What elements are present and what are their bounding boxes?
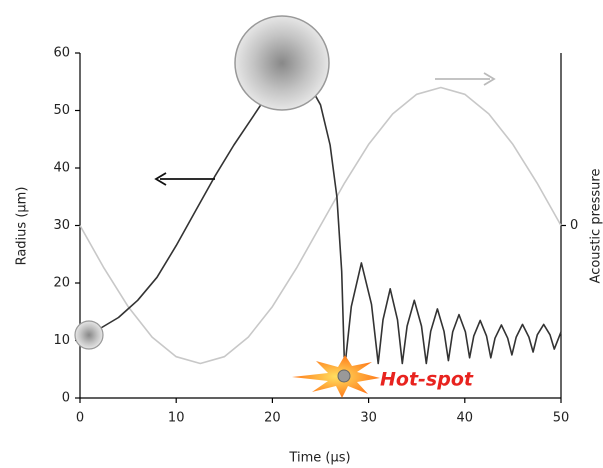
y-tick-label: 60 [53,46,70,61]
plot-area: 0 10 20 30 40 50 60 0 10 20 30 40 50 0 [53,46,578,426]
y-tick-label: 40 [53,161,70,176]
hot-spot-burst [292,355,380,398]
series-line [79,86,562,365]
x-axis-label: Time (µs) [288,451,350,466]
annotation: Hot-spot [380,369,474,391]
y-tick-label: 50 [53,103,70,118]
x-tick-label: 20 [264,411,281,426]
bubble-small [74,320,104,350]
y-axis-label: Radius (µm) [15,187,30,266]
y-tick-label: 30 [53,218,70,233]
y-tick-label: 0 [62,391,70,406]
arrow-left-head [154,172,167,186]
bubble-large [234,15,330,111]
x-tick-label: 0 [76,411,84,426]
y2-axis-label: Acoustic pressure [589,169,603,284]
x-tick-label: 30 [360,411,377,426]
y2-tick-label: 0 [570,218,578,233]
x-tick-label: 10 [168,411,185,426]
x-tick-label: 40 [457,411,474,426]
y-tick-label: 10 [53,333,70,348]
decorations [74,15,496,398]
x-tick-label: 50 [553,411,570,426]
series-line [79,63,562,371]
hot-spot-bubble [337,369,351,383]
arrow-right-head [483,72,496,86]
y-tick-label: 20 [53,276,70,291]
